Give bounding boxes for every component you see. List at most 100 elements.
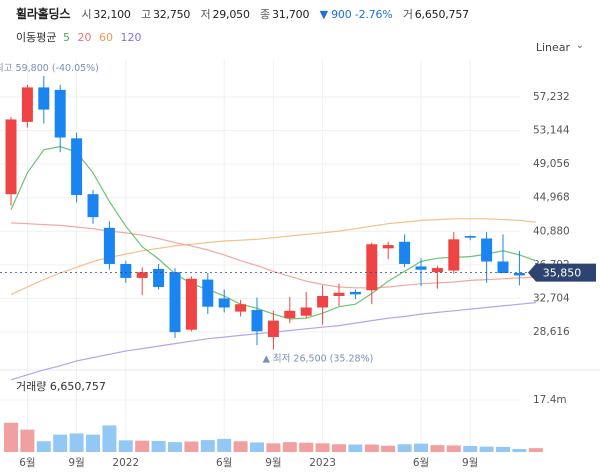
volume-bar xyxy=(315,443,330,452)
candle-body xyxy=(218,298,230,308)
candle-body xyxy=(284,310,296,319)
ma5-label: 5 xyxy=(62,31,70,44)
volume-bar xyxy=(381,445,396,452)
close-label: 종 xyxy=(260,8,270,21)
volume-bar xyxy=(364,444,379,452)
candle-body xyxy=(120,263,132,278)
low-label: 저 xyxy=(200,8,211,21)
volume-bar xyxy=(151,440,166,452)
candle-body xyxy=(464,236,476,238)
candle-body xyxy=(481,238,493,262)
open-value: 32,100 xyxy=(93,8,131,21)
volume-tick-label: 17.4m xyxy=(533,394,567,406)
close-value: 31,700 xyxy=(271,8,310,21)
min-annotation: ▲ 최저 26,500 (35.28%) xyxy=(263,353,374,364)
scale-selector[interactable]: Linear xyxy=(535,41,570,54)
candle-body xyxy=(235,304,247,312)
price-tick-label: 32,704 xyxy=(533,292,570,304)
price-tick-label: 28,616 xyxy=(533,326,570,338)
candle-body xyxy=(103,227,115,264)
candle-body xyxy=(185,278,197,330)
high-label: 고 xyxy=(141,8,151,21)
volume-bar xyxy=(102,425,117,452)
candle-body xyxy=(300,307,312,316)
candle-body xyxy=(267,320,279,338)
candle-body xyxy=(251,309,263,332)
volume-bar xyxy=(233,441,248,452)
ma20-label: 20 xyxy=(77,31,92,44)
volume-bar xyxy=(53,434,68,452)
max-annotation: ▼ 최고 59,800 (-40.05%) xyxy=(0,63,99,74)
volume-bar xyxy=(20,429,35,452)
price-tick-label: 49,056 xyxy=(533,158,570,170)
volume-bar xyxy=(168,442,182,452)
current-price-label: 35,850 xyxy=(543,267,582,280)
ma60-label: 60 xyxy=(98,31,113,44)
price-tick-label: 44,968 xyxy=(533,192,570,204)
open-label: 시 xyxy=(81,8,92,21)
candle-body xyxy=(54,89,66,138)
moving-average-title: 이동평균 xyxy=(16,31,57,44)
volume-bar xyxy=(69,433,84,452)
time-tick-label: 9월 xyxy=(265,457,281,469)
candle-body xyxy=(415,266,427,270)
time-tick-label: 6월 xyxy=(413,457,429,469)
time-tick-label: 2023 xyxy=(309,457,336,469)
price-tick-label: 57,232 xyxy=(533,91,570,103)
price-tick-label: 53,144 xyxy=(533,125,570,137)
time-tick-label: 6월 xyxy=(19,457,35,469)
candle-body xyxy=(431,268,443,273)
volume-bar xyxy=(118,440,133,452)
high-value: 32,750 xyxy=(152,8,191,21)
volume-bar xyxy=(135,440,150,452)
change-value: ▼ 900 -2.76% xyxy=(319,8,393,21)
current-price-tag xyxy=(528,263,596,282)
stock-name: 휠라홀딩스 xyxy=(16,7,71,21)
volume-bar xyxy=(200,440,215,452)
chevron-down-icon[interactable]: ⌄ xyxy=(575,40,584,51)
volume-bar xyxy=(430,445,445,452)
volume-bar xyxy=(299,442,314,452)
ma60-line xyxy=(10,218,536,295)
volume-bar xyxy=(348,444,363,452)
volume-bar xyxy=(217,438,232,452)
volume-bar xyxy=(4,422,18,452)
time-tick-label: 9월 xyxy=(462,457,478,469)
volume-value: 6,650,757 xyxy=(414,8,469,21)
candle-body xyxy=(87,194,99,218)
volume-bar xyxy=(512,449,527,452)
volume-bar xyxy=(446,445,461,452)
candle-body xyxy=(153,268,165,287)
candle-body xyxy=(382,245,394,249)
ma20-line xyxy=(10,222,536,289)
candle-body xyxy=(21,87,33,122)
candle-body xyxy=(136,272,148,278)
volume-bar xyxy=(528,448,543,452)
candle-body xyxy=(5,119,17,195)
price-tick-label: 40,880 xyxy=(533,225,570,237)
candle-body xyxy=(38,87,50,110)
volume-bar xyxy=(479,446,494,452)
moving-average-legend[interactable]: 이동평균 5 20 60 120 xyxy=(16,29,145,45)
candle-body xyxy=(71,138,83,195)
volume-bar xyxy=(184,441,199,452)
candle-body xyxy=(448,239,460,271)
volume-bar xyxy=(496,446,510,452)
volume-label: 거 xyxy=(402,8,413,21)
candle-body xyxy=(202,279,214,307)
candle-body xyxy=(349,291,361,295)
volume-bar xyxy=(332,444,346,452)
candle-body xyxy=(497,261,509,274)
volume-caption: 거래량 6,650,757 xyxy=(16,380,106,393)
volume-bar xyxy=(250,442,264,452)
volume-bar xyxy=(397,444,412,452)
ma120-label: 120 xyxy=(120,31,142,44)
time-tick-label: 6월 xyxy=(216,457,232,469)
volume-bar xyxy=(36,441,51,452)
candle-body xyxy=(399,241,411,264)
volume-bar xyxy=(266,443,281,452)
price-summary: 휠라홀딩스 시 32,100 고 32,750 저 29,050 종 31,700 ▼ … xyxy=(16,5,476,22)
candle-body xyxy=(169,272,181,333)
time-tick-label: 9월 xyxy=(68,457,84,469)
